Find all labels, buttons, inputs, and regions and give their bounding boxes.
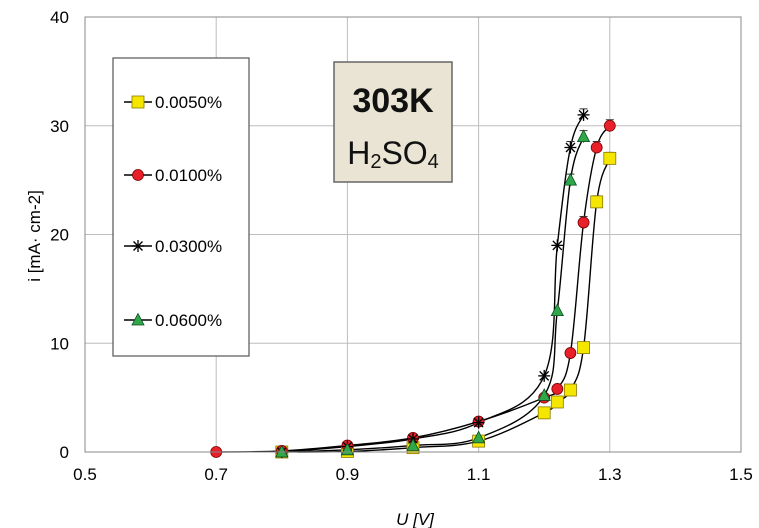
data-point: [551, 239, 564, 252]
legend-marker: [131, 312, 145, 326]
plot-area: [84, 16, 742, 453]
legend-marker: [132, 240, 144, 252]
data-point: [406, 438, 420, 451]
data-point: [563, 172, 578, 186]
y-tick-label: 30: [50, 117, 69, 136]
legend-label: 0.0300%: [155, 237, 222, 256]
data-point: [471, 430, 486, 444]
tick-labels: 0.5 0.7 0.9 1.1 1.3 1.5 0 10 20 30 40: [50, 8, 753, 484]
x-tick-label: 0.7: [204, 465, 228, 484]
data-point: [537, 406, 551, 420]
data-point: [564, 347, 577, 359]
y-axis-label: i [mA· cm-2]: [25, 190, 44, 282]
data-point: [551, 383, 564, 395]
x-tick-label: 0.5: [73, 465, 97, 484]
legend-label: 0.0050%: [155, 93, 222, 112]
data-point: [472, 416, 485, 429]
y-tick-label: 0: [60, 443, 69, 462]
series-line-2: [281, 114, 585, 453]
annotation-box: [333, 61, 453, 183]
data-point: [577, 341, 590, 355]
x-tick-label: 1.5: [729, 465, 753, 484]
legend-item: 0.0300%: [124, 237, 222, 256]
y-tick-label: 40: [50, 8, 69, 27]
data-point: [577, 108, 590, 121]
y-tick-label: 10: [50, 334, 69, 353]
legend-item: 0.0050%: [124, 93, 222, 112]
data-point: [590, 141, 603, 154]
legend-item: 0.0600%: [124, 311, 222, 330]
legend: 0.0050% 0.0100% 0.0300% 0.0600%: [112, 57, 250, 357]
data-point: [275, 444, 289, 458]
data-point: [590, 195, 604, 209]
legend-marker: [132, 169, 144, 181]
data-point: [537, 388, 551, 401]
data-point: [564, 141, 577, 154]
legend-marker: [131, 95, 145, 109]
data-point: [550, 303, 564, 317]
x-tick-label: 1.1: [467, 465, 491, 484]
data-point: [603, 151, 617, 165]
x-tick-label: 1.3: [598, 465, 622, 484]
data-point: [538, 369, 551, 382]
series-line-3: [281, 136, 585, 453]
x-tick-label: 0.9: [336, 465, 360, 484]
data-point: [550, 395, 564, 409]
electrolyte-label: H2SO4: [347, 135, 439, 173]
x-axis-label: U [V]: [396, 510, 435, 528]
data-point: [564, 383, 577, 397]
legend-label: 0.0100%: [155, 166, 222, 185]
data-point: [603, 119, 616, 132]
temperature-label: 303K: [352, 82, 434, 120]
legend-item: 0.0100%: [124, 166, 222, 185]
y-tick-label: 20: [50, 226, 69, 245]
condition-annotation: 303K H2SO4: [333, 61, 453, 183]
legend-label: 0.0600%: [155, 311, 222, 330]
data-points: [210, 108, 617, 459]
data-point: [577, 216, 590, 229]
data-point: [576, 129, 591, 143]
